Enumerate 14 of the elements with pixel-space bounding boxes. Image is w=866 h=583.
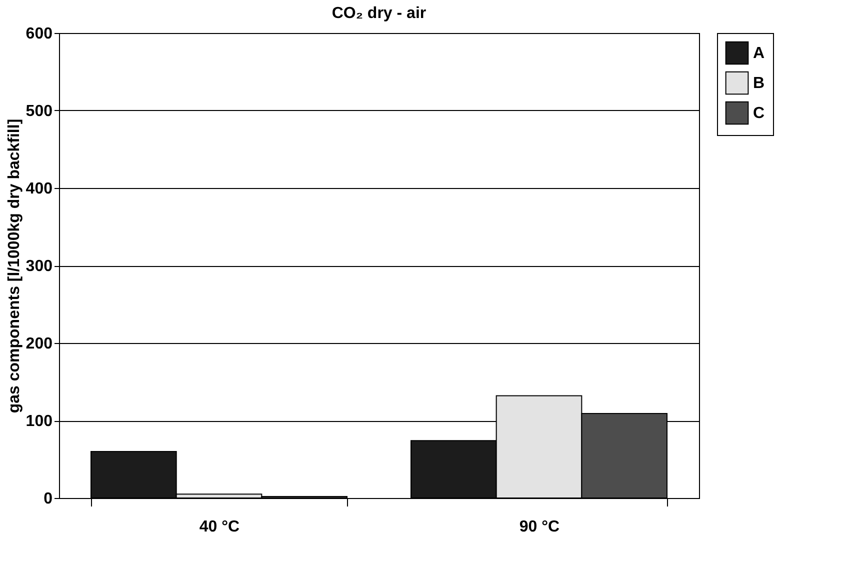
y-tick-label: 200 — [26, 336, 53, 352]
legend-label: C — [753, 105, 765, 122]
y-tick-label: 600 — [26, 26, 53, 42]
y-axis-title: gas components [l/1000kg dry backfill] — [6, 118, 23, 414]
chart-title: CO₂ dry - air — [332, 5, 426, 22]
legend-label: A — [753, 45, 765, 62]
y-tick-label: 300 — [26, 258, 53, 275]
legend-label: B — [753, 75, 765, 92]
y-tick-label: 500 — [26, 103, 53, 120]
x-tick-label: 90 °C — [519, 518, 560, 536]
y-tick-label: 100 — [26, 413, 53, 430]
x-tick-label: 40 °C — [199, 518, 240, 536]
y-tick-label: 0 — [44, 490, 53, 508]
y-tick-label: 400 — [26, 180, 53, 198]
